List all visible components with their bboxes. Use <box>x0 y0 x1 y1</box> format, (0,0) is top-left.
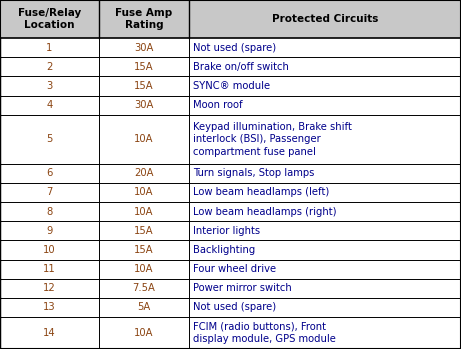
Text: 10A: 10A <box>134 134 154 144</box>
Bar <box>0 317 461 349</box>
Text: Low beam headlamps (right): Low beam headlamps (right) <box>193 207 337 217</box>
Text: 7.5A: 7.5A <box>133 283 155 293</box>
Text: Not used (spare): Not used (spare) <box>193 43 276 53</box>
Text: Four wheel drive: Four wheel drive <box>193 264 276 274</box>
Bar <box>0 279 461 298</box>
Bar <box>0 240 461 260</box>
Bar <box>0 164 461 183</box>
Text: 6: 6 <box>47 168 53 178</box>
Text: 12: 12 <box>43 283 56 293</box>
Text: 15A: 15A <box>134 62 154 72</box>
Text: Low beam headlamps (left): Low beam headlamps (left) <box>193 187 329 198</box>
Bar <box>0 260 461 279</box>
Text: 9: 9 <box>47 226 53 236</box>
Text: SYNC® module: SYNC® module <box>193 81 270 91</box>
Text: 10A: 10A <box>134 264 154 274</box>
Bar <box>0 202 461 221</box>
Bar <box>0 0 461 38</box>
Text: 14: 14 <box>43 328 56 338</box>
Text: Protected Circuits: Protected Circuits <box>272 14 378 24</box>
Text: Power mirror switch: Power mirror switch <box>193 283 292 293</box>
Text: Fuse/Relay
Location: Fuse/Relay Location <box>18 8 81 30</box>
Text: Interior lights: Interior lights <box>193 226 260 236</box>
Text: 3: 3 <box>47 81 53 91</box>
Bar <box>0 57 461 76</box>
Text: 15A: 15A <box>134 245 154 255</box>
Text: 2: 2 <box>47 62 53 72</box>
Text: Moon roof: Moon roof <box>193 100 242 110</box>
Text: 8: 8 <box>47 207 53 217</box>
Text: Fuse Amp
Rating: Fuse Amp Rating <box>115 8 173 30</box>
Text: Not used (spare): Not used (spare) <box>193 303 276 312</box>
Text: 15A: 15A <box>134 81 154 91</box>
Text: Brake on/off switch: Brake on/off switch <box>193 62 289 72</box>
Bar <box>0 96 461 115</box>
Text: 30A: 30A <box>134 100 154 110</box>
Text: Turn signals, Stop lamps: Turn signals, Stop lamps <box>193 168 314 178</box>
Text: 10: 10 <box>43 245 56 255</box>
Text: 10A: 10A <box>134 328 154 338</box>
Text: 7: 7 <box>47 187 53 198</box>
Text: 20A: 20A <box>134 168 154 178</box>
Text: 1: 1 <box>47 43 53 53</box>
Text: 4: 4 <box>47 100 53 110</box>
Bar <box>0 183 461 202</box>
Text: 11: 11 <box>43 264 56 274</box>
Text: 10A: 10A <box>134 207 154 217</box>
Bar <box>0 115 461 164</box>
Text: Backlighting: Backlighting <box>193 245 255 255</box>
Bar <box>0 221 461 240</box>
Text: 13: 13 <box>43 303 56 312</box>
Text: FCIM (radio buttons), Front
display module, GPS module: FCIM (radio buttons), Front display modu… <box>193 322 336 344</box>
Text: 5A: 5A <box>137 303 151 312</box>
Text: 15A: 15A <box>134 226 154 236</box>
Text: 5: 5 <box>47 134 53 144</box>
Bar <box>0 38 461 57</box>
Bar <box>0 298 461 317</box>
Text: 10A: 10A <box>134 187 154 198</box>
Text: 30A: 30A <box>134 43 154 53</box>
Bar <box>0 76 461 96</box>
Text: Keypad illumination, Brake shift
interlock (BSI), Passenger
compartment fuse pan: Keypad illumination, Brake shift interlo… <box>193 122 352 157</box>
